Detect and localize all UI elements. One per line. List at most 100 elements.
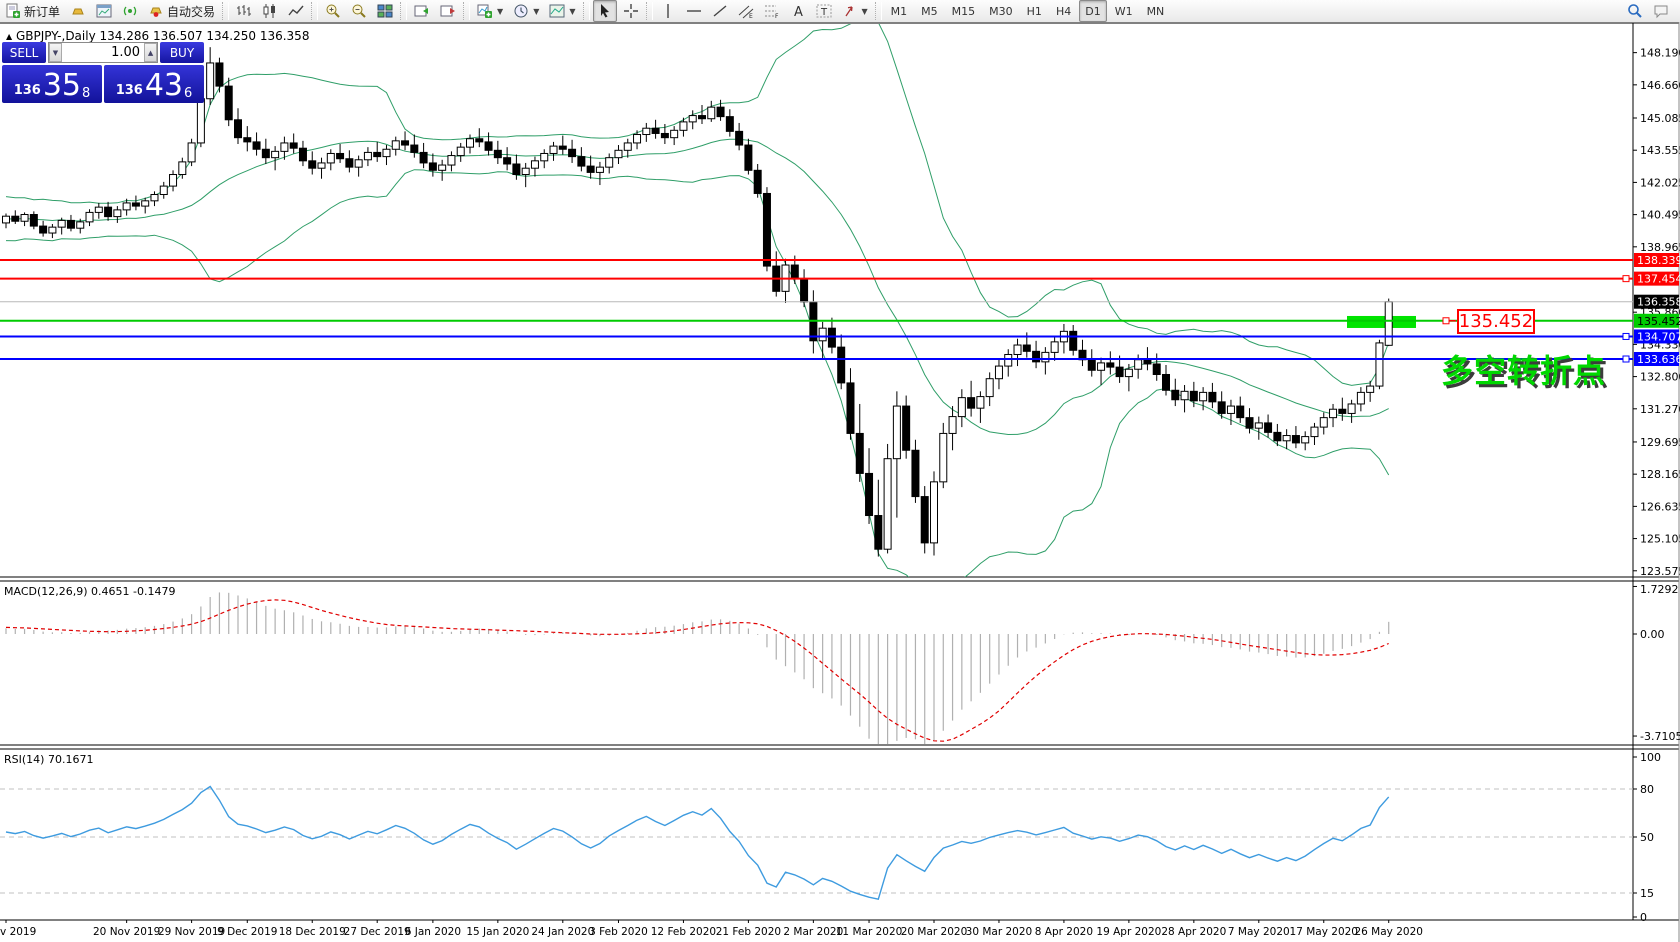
candlestick-button[interactable] xyxy=(258,0,282,22)
svg-text:F: F xyxy=(775,13,779,19)
svg-text:138.965: 138.965 xyxy=(1640,241,1680,254)
periods-button[interactable]: ▼ xyxy=(509,0,543,22)
svg-text:20 Mar 2020: 20 Mar 2020 xyxy=(901,926,968,938)
svg-text:21 Feb 2020: 21 Feb 2020 xyxy=(716,926,781,938)
chart-ohlc-values: 134.286 136.507 134.250 136.358 xyxy=(99,29,310,43)
templates-button[interactable]: ▼ xyxy=(545,0,579,22)
chart-shift-icon xyxy=(440,3,456,19)
line-chart-icon xyxy=(288,3,304,19)
bar-chart-button[interactable] xyxy=(232,0,256,22)
timeframe-w1-button[interactable]: W1 xyxy=(1114,4,1133,18)
chat-icon xyxy=(1653,3,1669,19)
price-level-annotation-label[interactable]: 135.452 xyxy=(1457,309,1535,334)
timeframe-h1-button[interactable]: H1 xyxy=(1026,4,1042,18)
indicators-button[interactable]: ▼ xyxy=(473,0,507,22)
market-watch-button[interactable] xyxy=(66,0,90,22)
svg-text:E: E xyxy=(749,13,753,19)
svg-text:15: 15 xyxy=(1640,887,1654,900)
svg-text:123.575: 123.575 xyxy=(1640,565,1680,578)
rsi-value: 70.1671 xyxy=(47,753,94,766)
svg-text:19 Apr 2020: 19 Apr 2020 xyxy=(1096,926,1161,938)
buy-price-tile[interactable]: 136 43 6 xyxy=(104,65,204,103)
svg-text:24 Jan 2020: 24 Jan 2020 xyxy=(531,926,594,938)
timeframe-m5-button[interactable]: M5 xyxy=(921,4,938,18)
timeframe-m1-button[interactable]: M1 xyxy=(890,4,908,18)
signals-button[interactable] xyxy=(118,0,142,22)
text-icon: A xyxy=(790,3,806,20)
svg-text:125.105: 125.105 xyxy=(1640,533,1680,546)
chart-shift-button[interactable] xyxy=(436,0,460,22)
chevron-down-icon: ▼ xyxy=(569,6,576,16)
svg-text:129.695: 129.695 xyxy=(1640,436,1680,449)
svg-text:1.7292: 1.7292 xyxy=(1640,583,1679,596)
chat-button[interactable] xyxy=(1649,0,1673,22)
horizontal-line-icon xyxy=(686,3,702,19)
vertical-line-tool-button[interactable] xyxy=(656,0,680,22)
cursor-icon xyxy=(597,3,613,19)
crosshair-tool-button[interactable] xyxy=(619,0,643,22)
new-chart-button[interactable] xyxy=(92,0,116,22)
crosshair-icon xyxy=(623,3,639,19)
tile-windows-button[interactable] xyxy=(373,0,397,22)
svg-text:T: T xyxy=(820,7,828,18)
horizontal-line-tool-button[interactable] xyxy=(682,0,706,22)
svg-text:11 Mar 2020: 11 Mar 2020 xyxy=(836,926,903,938)
new-order-button[interactable]: 新订单 xyxy=(1,0,64,22)
price-chart-canvas[interactable]: 148.190 146.660 145.085 143.555 142.025 140.4… xyxy=(0,22,1680,942)
fibonacci-tool-button[interactable]: F xyxy=(760,0,784,22)
toolbar-separator xyxy=(645,2,653,20)
svg-text:8 Apr 2020: 8 Apr 2020 xyxy=(1035,926,1093,938)
buy-button[interactable]: BUY xyxy=(160,42,204,63)
toolbar-separator xyxy=(400,2,408,20)
zoom-out-button[interactable] xyxy=(347,0,371,22)
channel-tool-button[interactable]: E xyxy=(734,0,758,22)
line-chart-button[interactable] xyxy=(284,0,308,22)
svg-text:142.025: 142.025 xyxy=(1640,176,1680,189)
cursor-tool-button[interactable] xyxy=(592,0,617,22)
autotrading-button[interactable]: 自动交易 xyxy=(144,0,219,22)
trendline-tool-button[interactable] xyxy=(708,0,732,22)
chart-window[interactable]: 148.190 146.660 145.085 143.555 142.025 140.4… xyxy=(0,22,1680,942)
rsi-name: RSI(14) xyxy=(4,753,45,766)
chevron-down-icon: ▼ xyxy=(497,6,504,16)
timeframe-d1-button[interactable]: D1 xyxy=(1079,0,1107,22)
timeframe-m15-button[interactable]: M15 xyxy=(951,4,976,18)
macd-name: MACD(12,26,9) xyxy=(4,585,88,598)
volume-input[interactable] xyxy=(61,43,145,62)
zoom-in-button[interactable] xyxy=(321,0,345,22)
indicators-icon xyxy=(477,3,493,19)
chinese-annotation-text[interactable]: 多空转折点 xyxy=(1441,352,1607,390)
svg-text:136.358: 136.358 xyxy=(1637,296,1680,309)
chevron-down-icon: ▼ xyxy=(533,6,540,16)
collapse-triangle-icon[interactable]: ▲ xyxy=(6,32,13,41)
volume-increase-button[interactable]: ▲ xyxy=(144,43,157,62)
svg-text:146.660: 146.660 xyxy=(1640,79,1680,92)
timeframe-group: M1 M5 M15 M30 H1 H4 D1 W1 MN xyxy=(884,0,1172,22)
text-label-tool-button[interactable]: T xyxy=(812,0,836,22)
auto-scroll-button[interactable] xyxy=(410,0,434,22)
svg-text:138.339: 138.339 xyxy=(1637,254,1680,267)
autotrading-icon xyxy=(148,3,164,19)
svg-text:12 Feb 2020: 12 Feb 2020 xyxy=(651,926,716,938)
auto-scroll-icon xyxy=(414,3,430,19)
search-button[interactable] xyxy=(1623,0,1647,22)
volume-stepper: ▼ ▲ xyxy=(48,42,158,63)
svg-text:133.636: 133.636 xyxy=(1637,353,1680,366)
gold-icon xyxy=(70,3,86,19)
buy-price-sup: 6 xyxy=(184,86,193,101)
chart-window-icon xyxy=(96,3,112,19)
text-tool-button[interactable]: A xyxy=(786,0,810,22)
macd-indicator-label: MACD(12,26,9) 0.4651 -0.1479 xyxy=(4,585,176,598)
timeframe-mn-button[interactable]: MN xyxy=(1146,4,1165,18)
svg-text:7 May 2020: 7 May 2020 xyxy=(1228,926,1290,938)
timeframe-m30-button[interactable]: M30 xyxy=(989,4,1013,18)
timeframe-h4-button[interactable]: H4 xyxy=(1055,4,1072,18)
chart-symbol-period: GBPJPY-,Daily xyxy=(15,29,96,43)
svg-text:29 Nov 2019: 29 Nov 2019 xyxy=(158,926,225,938)
svg-text:15 Jan 2020: 15 Jan 2020 xyxy=(466,926,529,938)
sell-button[interactable]: SELL xyxy=(2,42,46,63)
arrows-tool-button[interactable]: ▼ xyxy=(838,0,872,22)
sell-price-tile[interactable]: 136 35 8 xyxy=(2,65,102,103)
volume-decrease-button[interactable]: ▼ xyxy=(49,43,62,62)
